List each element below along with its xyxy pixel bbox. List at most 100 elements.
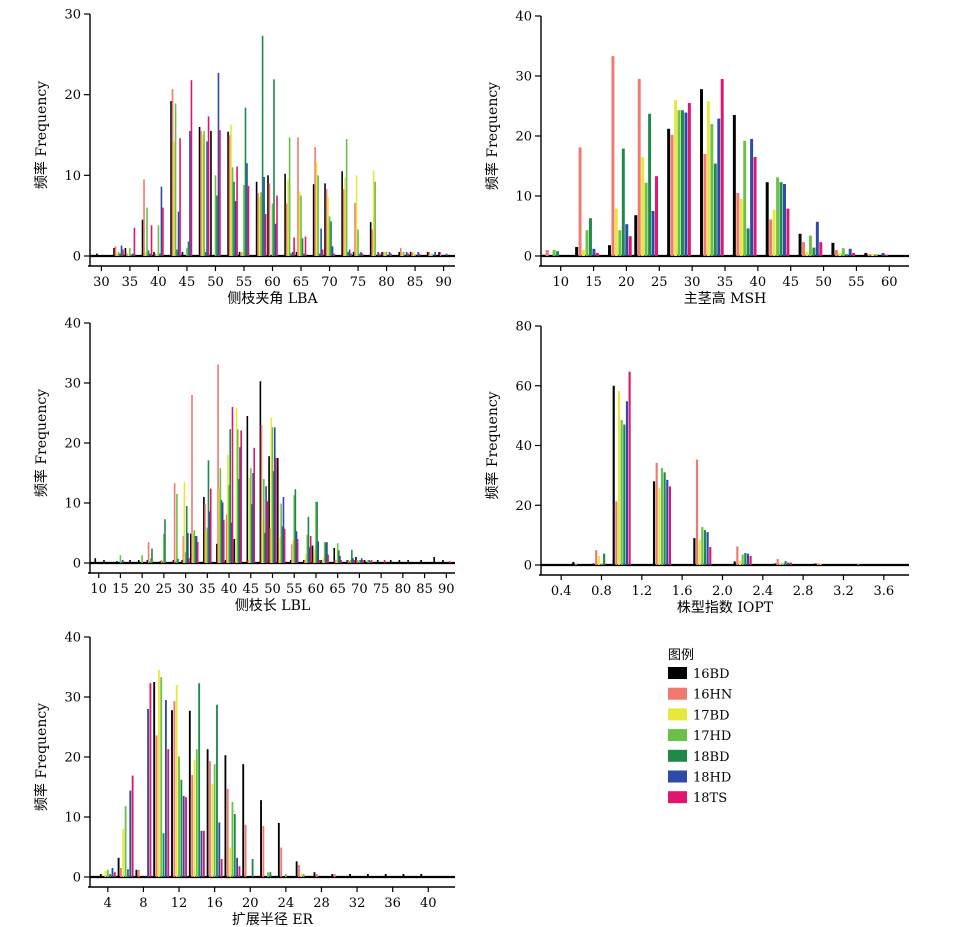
bar-18HD: [405, 251, 408, 256]
bar-17HD: [620, 420, 623, 565]
bar-18HD: [221, 502, 224, 563]
bar-16HN: [120, 868, 122, 877]
legend-label-16HN: 16HN: [693, 688, 732, 703]
bar-17HD: [178, 756, 180, 877]
bar-18HD: [177, 211, 180, 256]
x-tick-label: 65: [293, 275, 310, 290]
bar-18TS: [628, 236, 632, 256]
bar-17BD: [641, 157, 645, 256]
x-tick-label: 1.2: [631, 584, 652, 599]
bar-17HD: [231, 167, 234, 256]
bar-18TS: [340, 560, 342, 563]
y-tick-label: 0: [73, 871, 81, 886]
bar-18TS: [309, 536, 312, 563]
bar-17BD: [287, 179, 289, 256]
bar-17BD: [315, 162, 318, 256]
bar-18BD: [316, 501, 318, 563]
bar-18BD: [194, 536, 197, 563]
x-axis-label: 侧枝长 LBL: [235, 598, 310, 614]
bar-16BD: [376, 560, 379, 563]
bar-16BD: [242, 764, 245, 877]
bar-17HD: [306, 534, 309, 563]
bar-18TS: [753, 157, 757, 256]
bar-17HD: [328, 216, 331, 256]
bar-16HN: [298, 865, 300, 877]
bar-17HD: [808, 235, 812, 256]
bar-18HD: [339, 555, 341, 563]
x-tick-label: 80: [395, 582, 412, 597]
bar-16BD: [442, 560, 444, 563]
bar-17HD: [644, 182, 648, 256]
bar-17HD: [231, 802, 234, 877]
bar-18TS: [253, 447, 256, 563]
bar-18HD: [234, 201, 237, 256]
bar-17BD: [698, 540, 701, 565]
bar-17BD: [227, 455, 229, 563]
bar-18TS: [276, 195, 278, 256]
bar-18BD: [307, 516, 310, 563]
legend: 图例 16BD 16HN 17BD 17HD 18BD 18HD 18TS: [668, 648, 732, 806]
y-tick-label: 60: [515, 379, 532, 394]
bar-18HD: [377, 251, 379, 256]
bar-16BD: [246, 416, 249, 563]
bar-16BD: [433, 557, 435, 563]
bar-17HD: [385, 251, 388, 256]
bar-18TS: [247, 185, 250, 256]
bar-16BD: [124, 247, 127, 256]
bar-17BD: [327, 197, 329, 256]
bar-16BD: [369, 222, 372, 256]
y-tick-label: 0: [524, 250, 532, 265]
bar-16BD: [311, 545, 314, 563]
bar-17HD: [284, 874, 287, 877]
bar-17HD: [776, 177, 780, 256]
y-tick-label: 20: [64, 437, 81, 452]
bar-16HN: [867, 254, 871, 256]
bar-18HD: [417, 251, 419, 256]
bar-17BD: [355, 175, 358, 256]
bar-17BD: [192, 533, 194, 563]
x-tick-label: 60: [881, 275, 898, 290]
bar-16BD: [608, 245, 611, 256]
bar-18TS: [628, 371, 631, 565]
bar-16HN: [280, 847, 283, 877]
bar-16HN: [171, 89, 174, 257]
bar-16HN: [382, 251, 385, 256]
bar-17HD: [701, 527, 704, 565]
bar-18HD: [881, 253, 885, 256]
bar-18TS: [113, 872, 116, 877]
bar-16BD: [113, 247, 115, 256]
y-tick-label: 40: [64, 317, 81, 332]
x-tick-label: 4: [104, 896, 112, 911]
bar-17HD: [345, 139, 348, 256]
bar-18BD: [229, 429, 231, 563]
bar-18TS: [179, 138, 181, 256]
bar-16BD: [864, 253, 868, 256]
bar-18BD: [746, 228, 750, 256]
bar-17BD: [314, 549, 316, 563]
bar-18HD: [684, 112, 688, 256]
x-tick-label: 70: [321, 275, 338, 290]
bar-17HD: [184, 552, 187, 563]
y-tick-label: 30: [515, 70, 532, 85]
bar-18TS: [378, 253, 381, 256]
bar-16HN: [285, 203, 288, 256]
bar-18TS: [266, 501, 269, 563]
bar-16BD: [814, 563, 817, 565]
bar-18TS: [786, 208, 790, 256]
bar-18BD: [216, 704, 218, 877]
bar-17BD: [617, 391, 621, 565]
bar-16HN: [182, 536, 185, 563]
bar-16BD: [146, 560, 149, 563]
bar-17HD: [195, 749, 198, 877]
bar-16BD: [652, 481, 656, 565]
bar-17HD: [119, 555, 122, 563]
y-tick-label: 30: [64, 691, 81, 706]
bar-17HD: [260, 192, 262, 256]
bar-16BD: [355, 557, 357, 563]
bar-18BD: [159, 253, 161, 256]
bar-16HN: [126, 253, 128, 256]
bar-16HN: [204, 504, 206, 563]
bar-17HD: [302, 874, 305, 877]
bar-16HN: [173, 701, 176, 877]
